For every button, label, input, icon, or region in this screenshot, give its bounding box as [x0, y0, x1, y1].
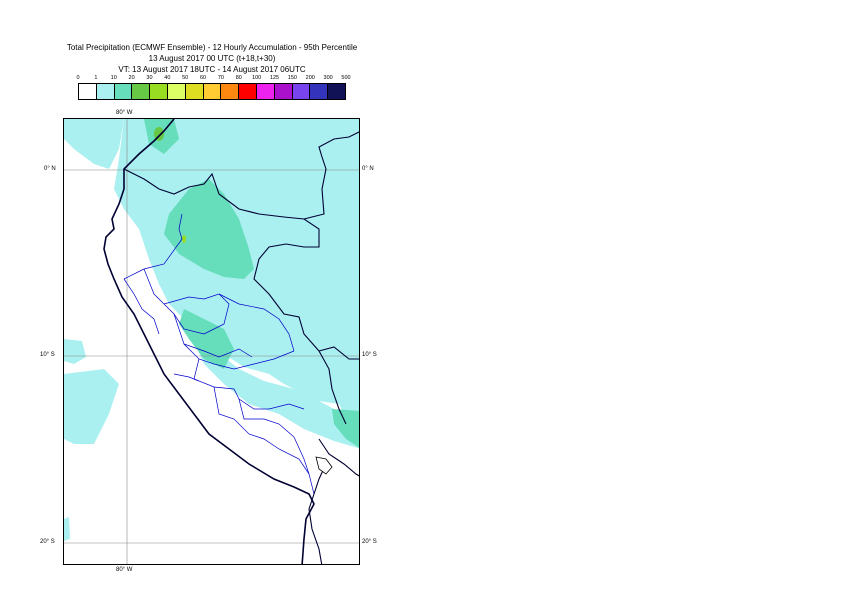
legend-tick-label: 500	[341, 75, 351, 81]
legend-tick-label: 70	[217, 75, 224, 81]
legend-swatch	[328, 84, 345, 99]
legend-tick-label: 60	[200, 75, 207, 81]
map-title-line-2: 13 August 2017 00 UTC (t+18,t+30)	[148, 54, 276, 63]
legend-swatch	[79, 84, 97, 99]
legend-color-bar	[78, 83, 346, 100]
legend-tick-label: 1	[94, 75, 98, 81]
legend-swatch	[274, 84, 293, 99]
legend-tick-label: 20	[128, 75, 135, 81]
lat-label-right-20: 20° S	[362, 539, 377, 545]
precip-spot-yellow	[182, 235, 186, 243]
precip-area-west	[64, 119, 124, 169]
precip-area-ocean-small	[64, 517, 70, 541]
precip-area-south	[184, 319, 359, 449]
legend-swatch	[167, 84, 186, 99]
legend-swatch	[150, 84, 168, 99]
map-svg	[64, 119, 359, 564]
legend-tick-label: 0	[76, 75, 80, 81]
precip-area-ocean	[64, 369, 119, 444]
region-boundaries	[123, 213, 315, 495]
legend-swatch	[310, 84, 329, 99]
legend-tick-label: 30	[146, 75, 153, 81]
lat-label-right-10: 10° S	[362, 352, 377, 358]
legend-swatch	[203, 84, 222, 99]
map-title-line-1: Total Precipitation (ECMWF Ensemble) - 1…	[66, 43, 358, 52]
lat-label-left-10: 10° S	[40, 352, 55, 358]
legend-tick-label: 80	[235, 75, 242, 81]
coastline	[103, 119, 315, 564]
legend-tick-label: 200	[305, 75, 315, 81]
legend-swatch	[239, 84, 257, 99]
legend-swatch	[132, 84, 151, 99]
legend-swatch	[96, 84, 115, 99]
legend-tick-label: 50	[182, 75, 189, 81]
legend-tick-label: 10	[110, 75, 117, 81]
legend-swatch	[221, 84, 240, 99]
legend-swatch	[114, 84, 133, 99]
legend-tick-label: 300	[323, 75, 333, 81]
legend-tick-label: 100	[252, 75, 262, 81]
precip-heavy-north	[164, 179, 254, 279]
map-title-line-3: VT: 13 August 2017 18UTC - 14 August 201…	[118, 65, 306, 74]
lat-label-left-0: 0° N	[44, 166, 56, 172]
lon-label-bottom: 80° W	[116, 567, 133, 573]
precip-heavy-center	[179, 309, 234, 369]
precip-heavy-east	[332, 409, 359, 448]
lon-label-top: 80° W	[116, 110, 133, 116]
legend-swatch	[185, 84, 204, 99]
precipitation-map	[63, 118, 360, 565]
lake-titicaca	[315, 456, 333, 475]
precip-area-north-west	[64, 339, 86, 364]
lat-label-right-0: 0° N	[362, 166, 374, 172]
lat-label-left-20: 20° S	[40, 539, 55, 545]
legend-tick-label: 150	[287, 75, 297, 81]
legend-swatch	[256, 84, 275, 99]
legend-tick-label: 40	[164, 75, 171, 81]
legend-swatch	[292, 84, 311, 99]
legend-tick-label: 125	[269, 75, 280, 81]
